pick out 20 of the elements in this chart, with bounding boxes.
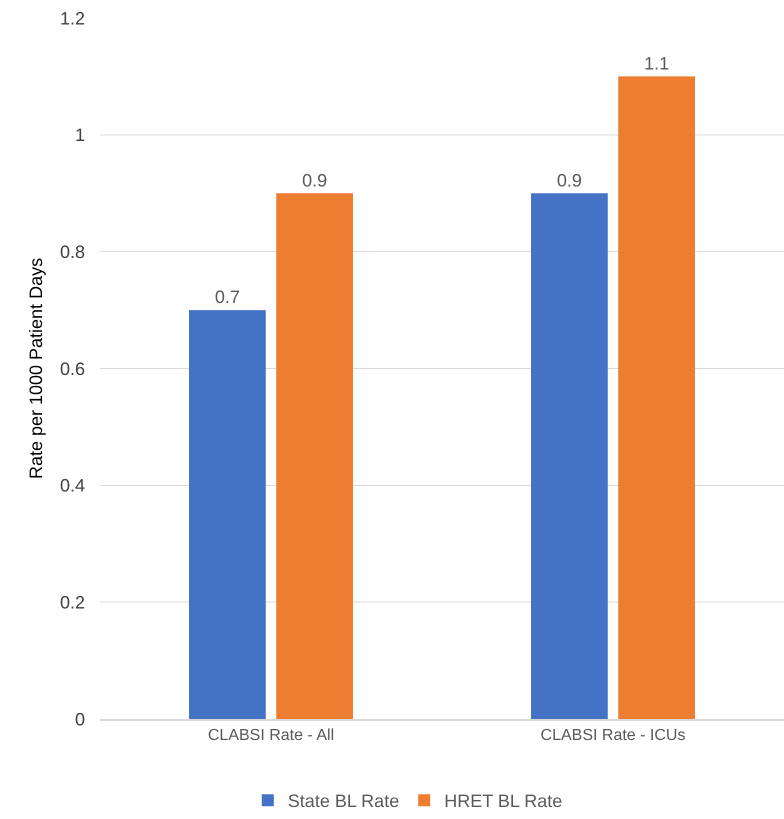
y-tick-label: 1 — [74, 125, 85, 146]
bar — [276, 193, 353, 719]
bar — [189, 310, 266, 719]
data-label: 1.1 — [644, 53, 670, 74]
legend-label: HRET BL Rate — [444, 791, 562, 812]
data-label: 0.7 — [214, 287, 240, 308]
x-tick-label: CLABSI Rate - All — [208, 726, 334, 744]
y-tick-label: 0 — [74, 709, 85, 730]
bar — [531, 193, 608, 719]
x-tick-label: CLABSI Rate - ICUs — [540, 726, 686, 744]
y-tick-label: 0.8 — [60, 242, 85, 262]
y-tick-label: 0.2 — [60, 592, 85, 612]
y-tick-label: 0.4 — [60, 476, 85, 496]
y-axis-title: Rate per 1000 Patient Days — [26, 258, 46, 480]
data-label: 0.9 — [556, 170, 582, 190]
data-label: 0.9 — [302, 170, 328, 190]
legend-label: State BL Rate — [288, 791, 400, 812]
y-tick-label: 0.6 — [60, 358, 85, 379]
y-tick-label: 1.2 — [60, 8, 85, 28]
bar — [618, 76, 695, 719]
